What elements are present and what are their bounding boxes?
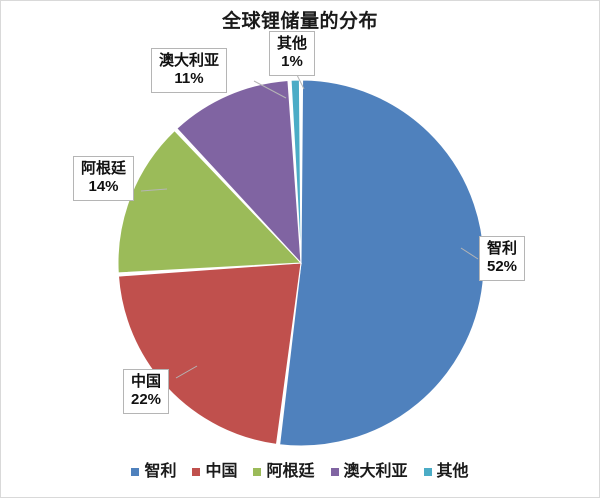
- legend-label: 阿根廷: [266, 463, 315, 480]
- legend-item-2[interactable]: 阿根廷: [253, 463, 315, 481]
- pie-slice-3[interactable]: [176, 79, 302, 265]
- legend-swatch-icon: [192, 468, 201, 476]
- legend-label: 澳大利亚: [343, 463, 408, 480]
- legend-label: 其他: [436, 463, 469, 480]
- data-label-australia-name: 澳大利亚: [159, 52, 220, 69]
- data-label-china-value: 22%: [131, 391, 162, 408]
- data-label-chile-value: 52%: [487, 258, 518, 275]
- data-label-other-name: 其他: [277, 35, 308, 52]
- leader-line-other: [296, 74, 305, 90]
- data-label-china-name: 中国: [131, 373, 162, 390]
- legend-item-3[interactable]: 澳大利亚: [330, 463, 408, 481]
- data-label-other[interactable]: 其他 1%: [269, 31, 316, 76]
- legend-item-1[interactable]: 中国: [192, 463, 237, 481]
- leader-line-australia: [253, 80, 287, 99]
- data-label-argentina-name: 阿根廷: [81, 160, 127, 177]
- data-label-australia[interactable]: 澳大利亚 11%: [151, 48, 228, 93]
- leader-line-chile: [460, 247, 479, 260]
- legend-swatch-icon: [253, 468, 262, 476]
- data-label-china[interactable]: 中国 22%: [123, 369, 170, 414]
- chart-title: 全球锂储量的分布: [221, 11, 378, 32]
- legend-swatch-icon: [423, 468, 432, 476]
- legend-item-4[interactable]: 其他: [423, 463, 469, 481]
- data-label-chile-name: 智利: [487, 240, 518, 257]
- legend-label: 中国: [205, 463, 238, 480]
- data-label-australia-value: 11%: [174, 70, 204, 87]
- legend-label: 智利: [144, 463, 177, 480]
- leader-line-argentina: [140, 188, 168, 192]
- data-label-argentina-value: 14%: [88, 178, 119, 195]
- callout-leader-lines: [140, 74, 479, 379]
- pie-slice-0[interactable]: [279, 79, 485, 447]
- data-label-argentina[interactable]: 阿根廷 14%: [73, 156, 135, 201]
- legend-item-0[interactable]: 智利: [131, 463, 176, 481]
- legend-swatch-icon: [330, 468, 339, 476]
- pie-slice-1[interactable]: [117, 262, 302, 445]
- chart-legend: 智利 中国 阿根廷 澳大利亚 其他: [1, 463, 599, 481]
- legend-swatch-icon: [131, 468, 140, 476]
- data-label-other-value: 1%: [281, 53, 303, 70]
- data-label-chile[interactable]: 智利 52%: [479, 236, 526, 281]
- leader-line-china: [175, 365, 198, 379]
- pie-slices-group: [117, 79, 485, 447]
